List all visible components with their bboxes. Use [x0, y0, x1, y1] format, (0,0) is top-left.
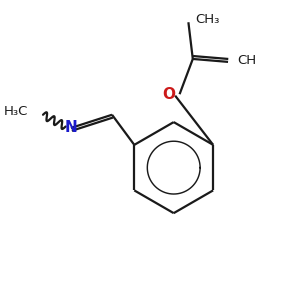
Text: H₃C: H₃C: [4, 105, 28, 118]
Text: N: N: [64, 121, 77, 136]
Text: O: O: [162, 87, 175, 102]
Text: CH: CH: [237, 54, 256, 67]
Text: CH₃: CH₃: [196, 13, 220, 26]
